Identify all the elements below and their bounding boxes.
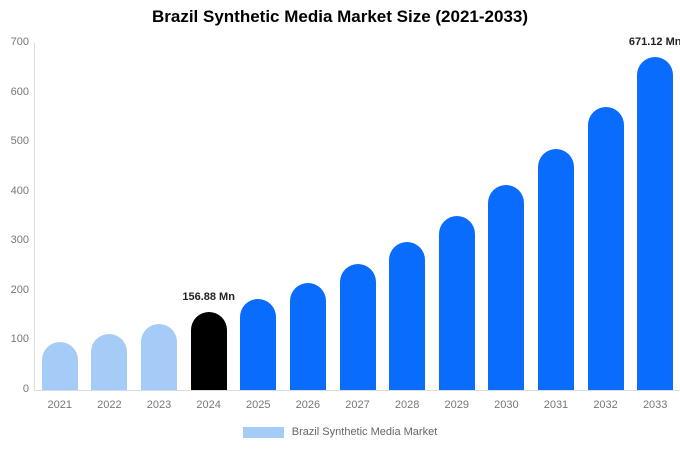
bar-2029 <box>438 215 475 390</box>
bar-2028 <box>389 241 426 390</box>
x-label-2027: 2027 <box>345 399 370 411</box>
bar-2032 <box>587 106 624 390</box>
y-axis-line <box>34 43 35 390</box>
bar-2026 <box>289 282 326 390</box>
y-tick-label-600: 600 <box>10 85 29 98</box>
legend-label: Brazil Synthetic Media Market <box>291 426 438 438</box>
value-label-2024: 156.88 Mn <box>182 291 235 304</box>
legend-swatch <box>242 426 284 438</box>
x-label-2021: 2021 <box>47 399 73 411</box>
x-label-2033: 2033 <box>642 399 668 411</box>
x-label-2024: 2024 <box>196 399 221 411</box>
bar-2033 <box>637 57 674 390</box>
x-label-2029: 2029 <box>444 399 469 411</box>
y-tick-label-200: 200 <box>10 283 29 296</box>
x-label-2030: 2030 <box>494 399 519 411</box>
x-label-2025: 2025 <box>246 399 271 411</box>
x-label-2031: 2031 <box>543 399 569 411</box>
y-tick-label-0: 0 <box>22 383 29 395</box>
y-tick-label-500: 500 <box>10 135 29 148</box>
y-tick-label-700: 700 <box>10 36 29 48</box>
x-label-2023: 2023 <box>146 399 172 411</box>
legend: Brazil Synthetic Media Market <box>0 426 680 438</box>
x-axis-line <box>34 390 680 391</box>
y-tick-label-100: 100 <box>10 333 29 346</box>
bar-2022 <box>91 333 128 390</box>
x-label-2032: 2032 <box>593 399 618 411</box>
chart-title: Brazil Synthetic Media Market Size (2021… <box>151 7 529 26</box>
x-label-2026: 2026 <box>295 399 321 411</box>
y-tick-label-400: 400 <box>10 184 29 197</box>
bar-2024 <box>190 312 227 390</box>
value-label-2033: 671.12 Mn <box>628 36 680 49</box>
bar-2025 <box>240 298 277 390</box>
x-label-2028: 2028 <box>394 399 420 411</box>
y-tick-label-300: 300 <box>10 234 29 247</box>
bar-2031 <box>537 149 574 390</box>
x-label-2022: 2022 <box>97 399 122 411</box>
bar-2030 <box>488 185 525 390</box>
bar-2023 <box>141 323 178 390</box>
bar-2021 <box>41 342 78 390</box>
bar-2027 <box>339 263 376 390</box>
